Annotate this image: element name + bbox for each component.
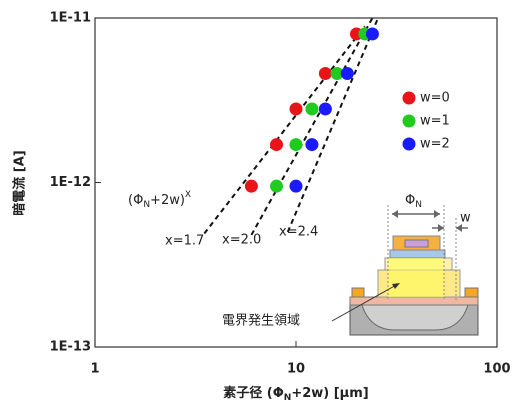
x-axis-label: 素子径 (ΦN+2w) [μm] [223,385,369,403]
legend-marker [403,138,416,151]
annotation-part: +2w) [150,193,185,208]
point [290,180,303,193]
point [366,27,379,40]
point [290,102,303,115]
annotation-part: (Φ [128,193,143,208]
point [341,67,354,80]
legend-label: w=2 [420,137,450,152]
inset-region-label: 電界発生領域 [222,313,300,329]
fit-line [251,18,372,235]
y-tick-label: 1E-12 [50,175,91,190]
device-diagram [332,205,478,335]
x-label-part: +2w) [μm] [291,386,368,401]
phi: Φ [405,193,415,208]
point [270,138,283,151]
chart: ΦN w 電界発生領域 (ΦN+2w)X 素子径 (ΦN+2w) [μm] 暗電… [0,0,518,407]
legend-label: w=0 [420,91,450,106]
point [290,138,303,151]
point [245,180,258,193]
fit-line [204,26,364,233]
annotation-sup: X [185,190,191,200]
legend-marker [403,115,416,128]
x-tick-label: 10 [287,362,305,377]
annotation-sub: N [143,200,150,210]
y-axis-label: 暗電流 [A] [12,150,28,215]
legend-marker [403,92,416,105]
x-label-sub: N [284,393,292,403]
fit-label: x=1.7 [165,234,204,249]
x-tick-label: 1 [90,362,99,377]
point [305,102,318,115]
y-tick-label: 1E-11 [50,11,91,26]
x-tick-label: 100 [483,362,510,377]
fit-label: x=2.0 [222,233,261,248]
point [305,138,318,151]
legend-label: w=1 [420,114,450,129]
inset-w-label: w [460,211,471,226]
point [270,180,283,193]
fit-label: x=2.4 [279,225,318,240]
phi-sub: N [415,200,422,210]
point [319,102,332,115]
y-tick-label: 1E-13 [50,340,91,355]
fit-line [288,18,378,232]
annotation: (ΦN+2w)X [128,190,191,210]
point [319,67,332,80]
x-label-part: 素子径 (Φ [223,385,284,401]
inset-phi-label: ΦN [405,193,422,210]
